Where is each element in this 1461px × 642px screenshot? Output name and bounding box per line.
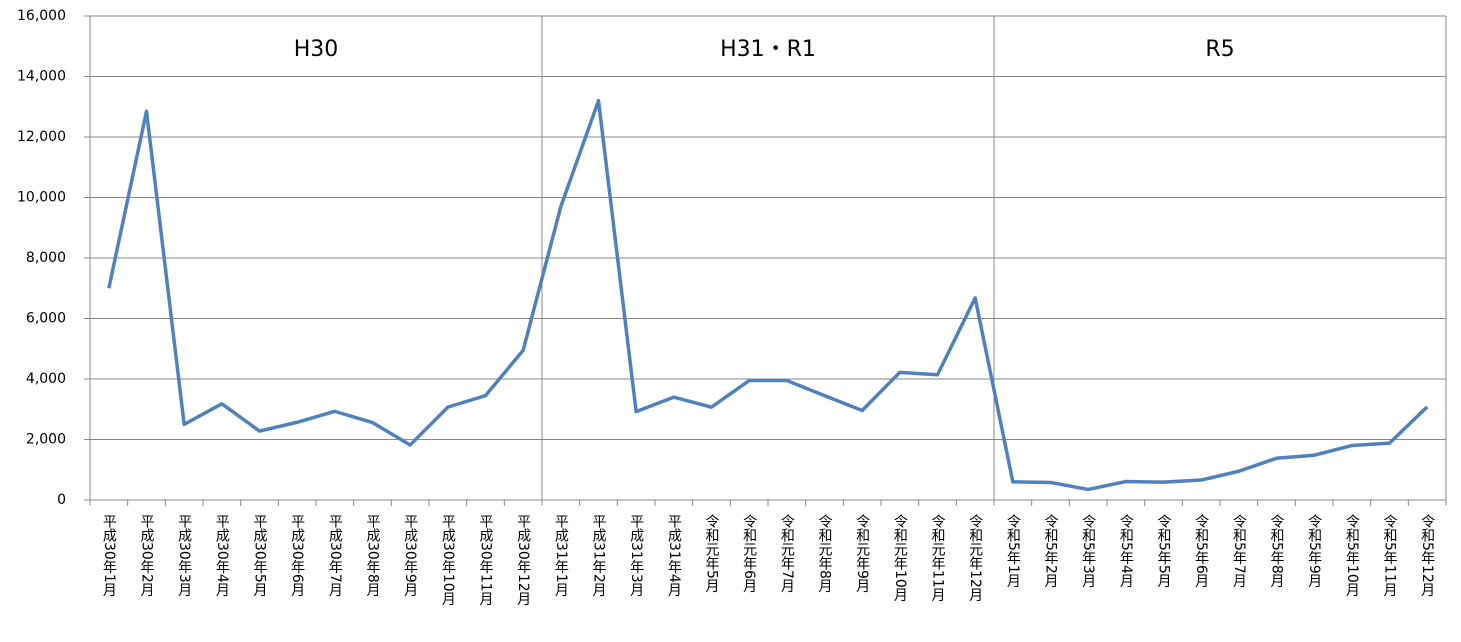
y-tick-label: 6,000 — [26, 311, 66, 327]
section-label: H30 — [294, 37, 339, 62]
x-tick-label: 令和5年7月 — [1231, 514, 1247, 589]
x-tick-label: 令和元年12月 — [967, 514, 983, 603]
section-label: R5 — [1205, 37, 1234, 62]
x-tick-label: 令和元年11月 — [930, 514, 946, 603]
x-tick-label: 令和5年10月 — [1344, 514, 1360, 598]
x-tick-label: 令和5年6月 — [1193, 514, 1209, 589]
x-tick-label: 平成30年11月 — [478, 514, 494, 607]
y-tick-label: 16,000 — [17, 8, 66, 24]
x-tick-label: 平成30年10月 — [440, 514, 456, 607]
x-tick-label: 令和元年8月 — [817, 514, 833, 594]
x-tick-label: 平成30年4月 — [214, 514, 230, 598]
y-tick-label: 10,000 — [17, 190, 66, 206]
x-tick-label: 平成31年1月 — [553, 514, 569, 598]
x-tick-label: 令和5年3月 — [1080, 514, 1096, 589]
x-tick-label: 平成30年12月 — [515, 514, 531, 607]
x-tick-label: 令和5年5月 — [1156, 514, 1172, 589]
x-tick-label: 令和元年9月 — [854, 514, 870, 594]
x-tick-label: 平成31年4月 — [666, 514, 682, 598]
x-tick-label: 平成30年8月 — [365, 514, 381, 598]
x-tick-label: 令和元年5月 — [704, 514, 720, 594]
x-tick-label: 令和5年2月 — [1043, 514, 1059, 589]
x-tick-label: 平成30年7月 — [327, 514, 343, 598]
y-tick-label: 0 — [57, 492, 66, 508]
x-tick-label: 令和元年6月 — [741, 514, 757, 594]
y-tick-label: 14,000 — [17, 69, 66, 85]
x-tick-label: 令和5年11月 — [1382, 514, 1398, 598]
x-tick-label: 平成31年3月 — [628, 514, 644, 598]
x-tick-label: 令和元年10月 — [892, 514, 908, 603]
x-tick-label: 令和元年7月 — [779, 514, 795, 594]
x-tick-label: 平成30年1月 — [101, 514, 117, 598]
x-tick-label: 平成30年3月 — [176, 514, 192, 598]
y-tick-label: 12,000 — [17, 129, 66, 145]
x-tick-label: 令和5年1月 — [1005, 514, 1021, 589]
x-tick-label: 平成30年2月 — [139, 514, 155, 598]
x-tick-label: 令和5年9月 — [1306, 514, 1322, 589]
x-tick-label: 令和5年8月 — [1269, 514, 1285, 589]
y-tick-label: 8,000 — [26, 250, 66, 266]
x-tick-label: 平成30年6月 — [289, 514, 305, 598]
x-tick-label: 令和5年4月 — [1118, 514, 1134, 589]
y-tick-label: 4,000 — [26, 371, 66, 387]
x-tick-label: 平成31年2月 — [591, 514, 607, 598]
y-tick-label: 2,000 — [26, 432, 66, 448]
x-tick-label: 令和5年12月 — [1419, 514, 1435, 598]
data-line — [107, 98, 1429, 492]
x-tick-label: 平成30年9月 — [402, 514, 418, 598]
section-label: H31・R1 — [720, 37, 816, 62]
x-tick-label: 平成30年5月 — [252, 514, 268, 598]
